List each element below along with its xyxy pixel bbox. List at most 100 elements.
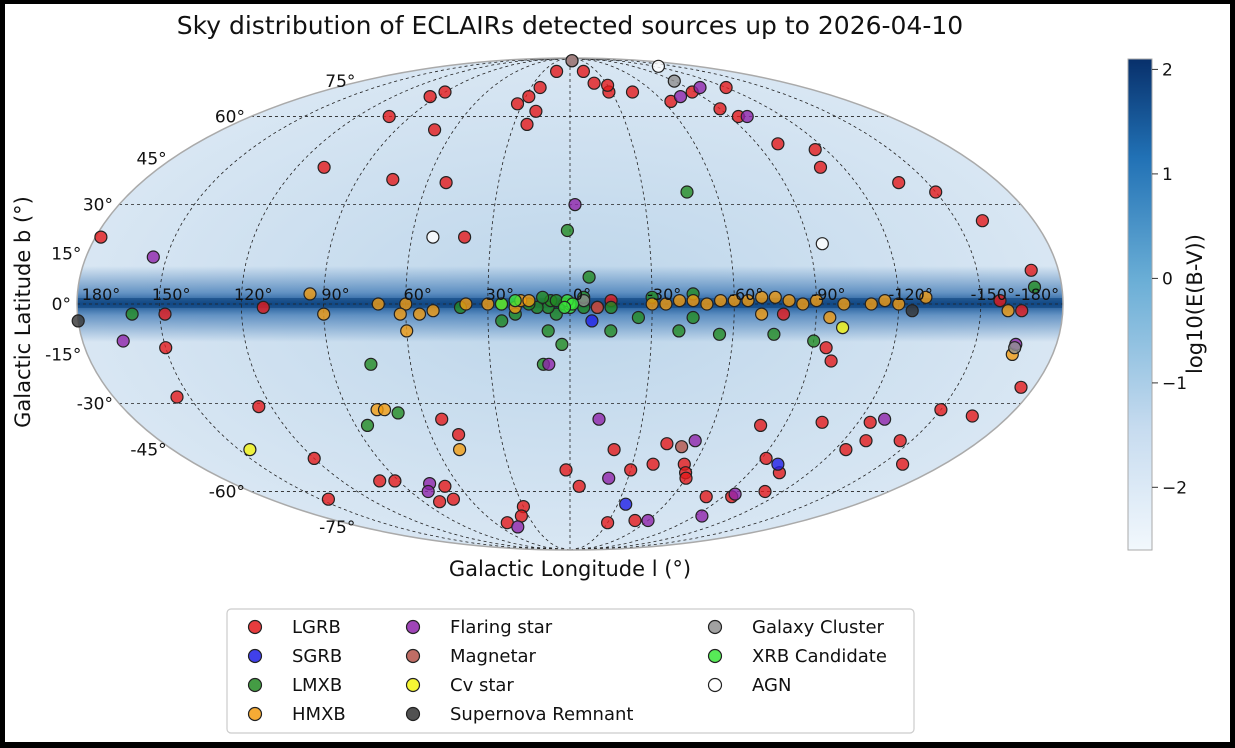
point-lgrb [388,474,402,488]
point-lgrb [446,492,460,506]
x-tick-label: 30° [486,285,514,304]
point-hmxb [393,307,407,321]
point-flaring-star [877,412,892,426]
colorbar-tick-label: 0 [1162,269,1173,289]
legend-label-magnetar: Magnetar [450,646,537,667]
x-tick-label: -90° [811,285,845,304]
point-lgrb [510,97,525,111]
y-tick-label: 30° [83,196,113,216]
legend-marker-magnetar [405,648,421,664]
point-lgrb [993,294,1007,308]
point-lgrb [824,354,838,368]
point-flaring-star [641,513,655,528]
point-xrb-candidate [494,297,509,311]
x-axis-label: Galactic Longitude l (°) [449,557,691,581]
point-lgrb [975,214,990,228]
point-supernova-remnant [71,314,85,328]
x-tick-label: 150° [152,285,191,304]
point-lmxb [535,290,550,304]
point-lgrb [646,457,660,471]
point-lgrb [624,463,638,477]
point-lgrb [428,123,442,137]
point-lgrb [438,479,452,493]
point-lgrb [435,412,449,426]
point-hmxb [659,297,673,311]
point-hmxb [481,297,495,311]
legend-label-lmxb: LMXB [292,675,342,696]
point-hmxb [755,290,769,304]
y-tick-label: 60° [215,108,245,128]
y-tick-label: -15° [45,345,81,365]
point-agn [815,237,829,251]
colorbar-label: log10(E(B-V)) [1183,234,1207,374]
point-lgrb [753,418,768,432]
point-lgrb [252,400,266,414]
y-tick-label: -75° [319,518,355,538]
point-hmxb [796,297,810,311]
point-lgrb [759,451,773,465]
point-lgrb [892,176,906,190]
point-lgrb [317,160,331,174]
point-lgrb [893,434,907,448]
legend-label-flaring-star: Flaring star [450,617,553,638]
point-lmxb [604,300,618,314]
point-flaring-star [695,509,709,523]
point-lmxb [582,270,596,284]
y-tick-label: 45° [137,149,167,169]
point-sgrb [585,314,599,328]
point-lgrb [776,307,791,321]
y-tick-labels: 75° 60° 45° 30° 15° 0° -15° -30° -45° -60° -75° [45,72,355,538]
point-hmxb [317,307,331,321]
point-lgrb [256,300,270,314]
point-lgrb [307,451,321,465]
point-hmxb [672,294,687,308]
point-lgrb [520,117,534,132]
point-lgrb [839,443,853,457]
point-hmxb [741,294,755,308]
point-lgrb [719,80,733,95]
x-tick-label: -60° [729,285,763,304]
point-lmxb [495,314,509,328]
point-flaring-star [693,80,707,95]
figure-canvas: Sky distribution of ECLAIRs detected sou… [5,4,1230,742]
point-flaring-star [740,109,754,124]
y-tick-label: 75° [325,72,355,92]
point-lgrb [929,185,943,199]
y-tick-label: -60° [209,483,245,503]
point-lgrb [1014,380,1028,394]
point-hmxb [400,324,414,338]
y-tick-label: 0° [52,295,71,315]
point-lgrb [433,495,447,509]
point-lgrb [808,143,822,157]
point-lgrb [382,109,396,124]
point-flaring-star [592,412,606,426]
point-lmxb [807,334,821,348]
point-lgrb [529,104,543,118]
point-lmxb [1027,280,1042,294]
x-tick-label: 120° [234,285,273,304]
point-hmxb [645,297,659,311]
x-tick-label: 90° [321,285,349,304]
point-lgrb [600,78,615,92]
point-lgrb [679,471,693,485]
point-lgrb [452,428,466,442]
point-cv-star [243,443,257,457]
point-hmxb [686,294,700,308]
point-lgrb [158,307,172,321]
legend-marker-agn [707,677,723,693]
legend-label-supernova-remnant: Supernova Remnant [450,704,633,725]
point-lgrb [559,463,573,477]
point-hmxb [713,294,728,308]
x-tick-labels: 180° 150° 120° 90° 60° 30° 0° -30° -60° -90° -120°… [82,285,1059,304]
point-lmxb [391,406,405,420]
point-sgrb [619,497,633,511]
point-lmxb [767,327,781,341]
point-lgrb [458,230,472,244]
point-lgrb [819,341,833,355]
point-flaring-star [511,520,525,534]
x-tick-label: -120° [889,285,933,304]
point-xrb-candidate [508,294,522,308]
point-hmxb [399,297,413,311]
point-lgrb [713,102,727,116]
point-lgrb [699,490,713,504]
